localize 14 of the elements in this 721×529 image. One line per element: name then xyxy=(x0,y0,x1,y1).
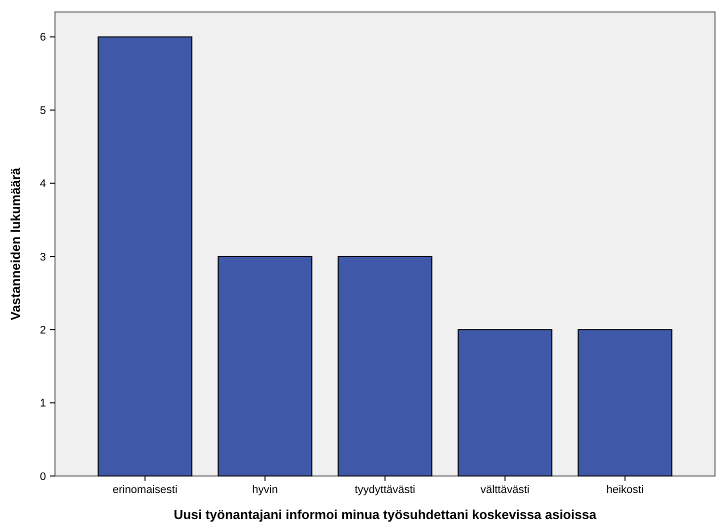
y-tick-label: 4 xyxy=(40,178,46,190)
y-tick-label: 6 xyxy=(40,32,46,44)
y-tick-label: 3 xyxy=(40,251,46,264)
x-tick-label: hyvin xyxy=(252,484,278,496)
x-tick-label: tyydyttävästi xyxy=(354,484,416,496)
y-axis-title: Vastanneiden lukumäärä xyxy=(8,167,23,320)
x-tick-label: välttävästi xyxy=(480,484,530,496)
y-tick-label: 1 xyxy=(40,398,46,410)
y-tick-label: 5 xyxy=(40,104,46,117)
y-tick-label: 2 xyxy=(40,324,46,336)
x-tick-label: heikosti xyxy=(606,484,644,496)
x-tick-label: erinomaisesti xyxy=(112,484,178,496)
x-axis-title: Uusi työnantajani informoi minua työsuhdettani koskevissa asioissa xyxy=(174,507,598,522)
y-tick-label: 0 xyxy=(40,470,46,483)
